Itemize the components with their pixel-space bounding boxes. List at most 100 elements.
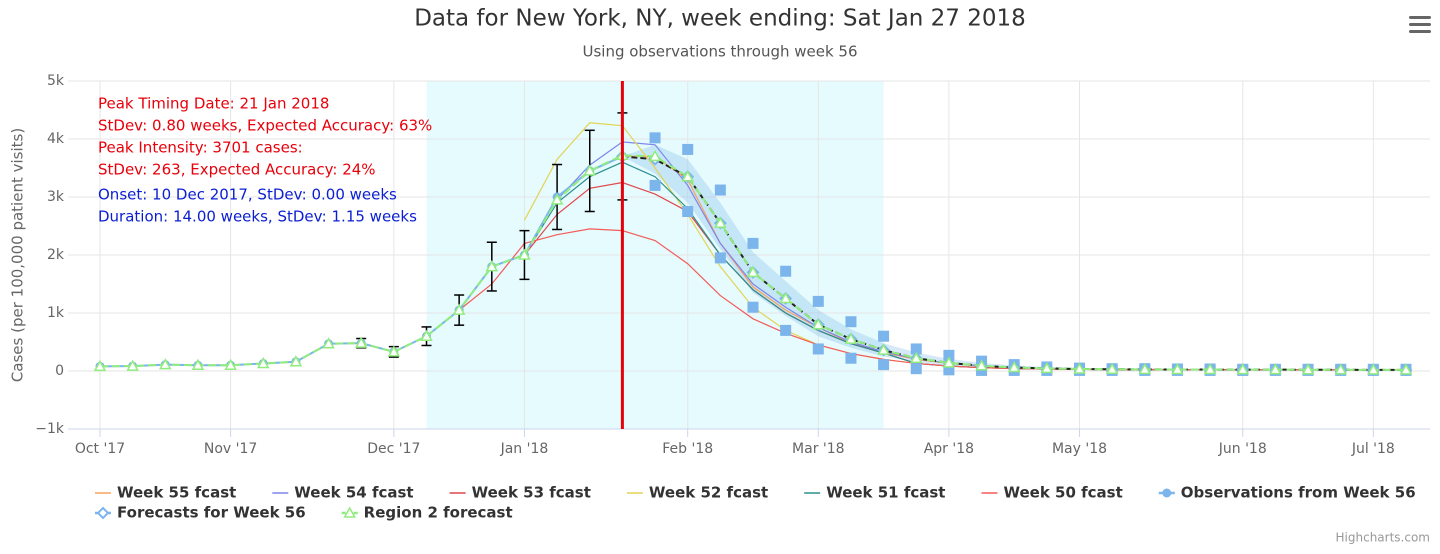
legend-label: Forecasts for Week 56 — [117, 504, 306, 522]
legend-marker — [343, 506, 356, 518]
x-tick-label: Oct '17 — [75, 441, 125, 457]
y-tick-label: 5k — [47, 73, 65, 89]
point — [909, 351, 923, 363]
point — [780, 265, 792, 277]
point — [1367, 363, 1380, 375]
point — [812, 318, 825, 330]
point — [779, 291, 792, 304]
point — [812, 343, 824, 355]
point — [812, 295, 824, 307]
point — [943, 349, 955, 361]
legend-item[interactable]: Forecasts for Week 56 — [95, 504, 306, 522]
point — [910, 363, 922, 375]
point — [1399, 363, 1413, 375]
annotation: Onset: 10 Dec 2017, StDev: 0.00 weeks — [98, 186, 397, 204]
legend-marker — [96, 506, 110, 520]
point — [878, 330, 890, 342]
point — [1334, 363, 1347, 375]
x-tick-label: Jan '18 — [500, 441, 549, 457]
point — [714, 184, 726, 196]
annotation: StDev: 263, Expected Accuracy: 24% — [98, 161, 376, 179]
point — [844, 332, 858, 344]
legend-item[interactable]: Week 55 fcast — [95, 484, 236, 502]
point — [518, 248, 531, 260]
legend-item[interactable]: Week 54 fcast — [272, 484, 414, 502]
point — [682, 143, 694, 155]
point — [1301, 363, 1315, 375]
range-area — [622, 144, 1406, 371]
point — [943, 364, 955, 376]
point — [845, 352, 857, 364]
point — [93, 359, 107, 372]
y-axis-title: Cases (per 100,000 patient visits) — [9, 128, 27, 382]
menu-bar — [1409, 30, 1431, 33]
credits[interactable]: Highcharts.com — [1336, 531, 1430, 545]
y-tick-label: 3k — [47, 189, 65, 205]
point — [322, 337, 335, 349]
legend-label: Observations from Week 56 — [1181, 484, 1416, 502]
legend-item[interactable]: Observations from Week 56 — [1158, 484, 1416, 502]
y-tick-label: 0 — [55, 363, 64, 379]
annotation: StDev: 0.80 weeks, Expected Accuracy: 63… — [98, 117, 432, 135]
legend-item[interactable]: Week 50 fcast — [981, 484, 1123, 502]
point — [387, 345, 401, 357]
annotation: Peak Intensity: 3701 cases: — [98, 139, 303, 157]
point — [845, 316, 857, 328]
x-tick-label: Jul '18 — [1351, 441, 1395, 457]
point — [878, 359, 890, 371]
legend-label: Week 54 fcast — [294, 484, 413, 502]
point — [289, 355, 303, 367]
legend-item[interactable]: Week 51 fcast — [804, 484, 945, 502]
x-tick-label: May '18 — [1052, 441, 1107, 457]
point — [550, 193, 564, 205]
point — [682, 206, 694, 217]
point — [224, 358, 237, 370]
point — [1171, 362, 1184, 375]
y-tick-label: 4k — [47, 131, 65, 147]
x-tick-label: Jun '18 — [1218, 441, 1267, 457]
point — [714, 252, 726, 264]
legend-label: Region 2 forecast — [364, 504, 513, 522]
x-tick-label: Mar '18 — [792, 441, 845, 457]
legend-label: Week 52 fcast — [649, 484, 768, 502]
menu-button[interactable] — [1406, 12, 1432, 36]
legend-item[interactable]: Region 2 forecast — [341, 504, 513, 522]
point — [159, 358, 172, 370]
chart-title: Data for New York, NY, week ending: Sat … — [414, 6, 1026, 32]
legend-label: Week 51 fcast — [826, 484, 945, 502]
legend-marker — [1162, 488, 1172, 498]
point — [649, 179, 661, 191]
point — [1007, 360, 1021, 373]
point — [942, 356, 956, 368]
annotation: Duration: 14.00 weeks, StDev: 1.15 weeks — [98, 208, 417, 226]
point — [780, 324, 792, 336]
point — [648, 149, 662, 162]
legend-label: Week 55 fcast — [117, 484, 236, 502]
series — [93, 148, 1413, 375]
point — [1138, 362, 1152, 375]
point — [420, 329, 433, 341]
legend-item[interactable]: Week 53 fcast — [449, 484, 591, 502]
point — [681, 170, 694, 182]
point — [649, 132, 661, 144]
legend-item[interactable]: Week 52 fcast — [626, 484, 768, 502]
point — [583, 164, 597, 176]
point — [485, 260, 499, 272]
annotation: Peak Timing Date: 21 Jan 2018 — [98, 95, 329, 113]
point — [877, 343, 890, 355]
legend-label: Week 50 fcast — [1003, 484, 1122, 502]
y-tick-label: 2k — [47, 247, 65, 263]
x-tick-label: Apr '18 — [924, 441, 974, 457]
point — [1236, 363, 1250, 375]
point — [1269, 363, 1282, 375]
point — [191, 358, 205, 370]
x-tick-label: Nov '17 — [204, 441, 257, 457]
y-tick-label: 1k — [47, 305, 65, 321]
point — [126, 359, 139, 371]
x-tick-label: Dec '17 — [367, 441, 420, 457]
point — [975, 359, 988, 371]
point — [747, 237, 759, 249]
y-tick-label: −1k — [35, 421, 65, 437]
point — [746, 265, 760, 278]
